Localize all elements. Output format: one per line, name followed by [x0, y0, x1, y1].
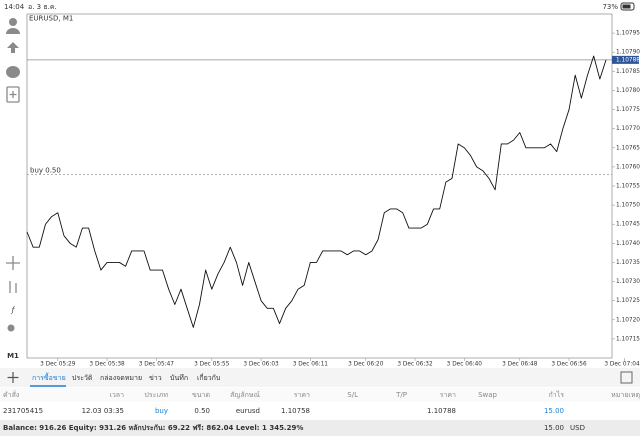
table-cell: 12.03 03:35 [82, 407, 124, 415]
table-cell: eurusd [236, 407, 260, 415]
table-cell: 1.10788 [427, 407, 456, 415]
tab[interactable]: การซื้อขาย [32, 371, 66, 382]
account-icon-body [6, 28, 20, 34]
trade-icon[interactable] [7, 42, 19, 53]
tab[interactable]: บันทึก [170, 373, 188, 382]
x-tick-label: 3 Dec 05:29 [40, 362, 76, 368]
y-tick-label: 1.10755 [616, 184, 640, 190]
footer-profit: 15.00 [544, 424, 564, 432]
x-tick-label: 3 Dec 06:03 [243, 362, 279, 368]
table-cell: 15.00 [544, 407, 564, 415]
column-header: ประเภท [144, 391, 168, 399]
new-order-icon[interactable] [6, 86, 20, 103]
y-tick-label: 1.10750 [616, 203, 640, 209]
tab[interactable]: เกี่ยวกับ [197, 373, 220, 382]
column-header: เวลา [109, 391, 124, 399]
table: คำสั่ง เวลา ประเภท ขนาด สัญลักษณ์ ราคา S/L T/P ร… [3, 390, 640, 415]
sidebar: ƒ M1 [6, 18, 20, 360]
column-header: กำไร [549, 390, 565, 399]
chat-icon[interactable] [6, 66, 20, 78]
y-tick-label: 1.10780 [616, 88, 640, 94]
footer [0, 420, 640, 436]
table-cell: 0.50 [194, 407, 210, 415]
footer-currency: USD [570, 424, 585, 432]
column-header: T/P [395, 391, 407, 399]
x-tick-label: 3 Dec 05:47 [139, 362, 175, 368]
y-tick-label: 1.10740 [616, 241, 640, 247]
timeframe[interactable]: M1 [7, 352, 19, 360]
y-tick-label: 1.10785 [616, 69, 640, 75]
function-icon[interactable]: ƒ [10, 306, 16, 314]
indicators-icon[interactable] [9, 281, 17, 293]
x-tick-label: 3 Dec 05:55 [194, 362, 230, 368]
bid-label: 1.10788 [616, 57, 640, 63]
battery-icon [620, 2, 635, 11]
layout-button[interactable] [620, 371, 633, 384]
tab[interactable]: ประวัติ [72, 374, 93, 382]
y-tick-label: 1.10735 [616, 260, 640, 266]
account-icon[interactable] [9, 18, 17, 26]
x-tick-label: 3 Dec 06:32 [397, 362, 433, 368]
add-button[interactable] [7, 372, 19, 383]
y-tick-label: 1.10745 [616, 222, 640, 228]
x-tick-label: 3 Dec 06:56 [551, 362, 587, 368]
chart-title: EURUSD, M1 [29, 15, 73, 23]
bid-label-box [612, 55, 639, 64]
y-tick-label: 1.10790 [616, 50, 640, 56]
tab[interactable]: กล่องจดหมาย [100, 374, 142, 382]
status-date: อ. 3 ธ.ค. [28, 3, 57, 11]
y-tick-label: 1.10760 [616, 164, 640, 170]
x-tick-label: 3 Dec 06:40 [447, 362, 483, 368]
objects-icon[interactable] [7, 324, 15, 332]
y-tick-label: 1.10730 [616, 279, 640, 285]
column-header: ขนาด [192, 391, 210, 399]
y-tick-label: 1.10770 [616, 126, 640, 132]
column-header: S/L [347, 391, 358, 399]
x-tick-label: 3 Dec 05:38 [89, 362, 125, 368]
x-tick-label: 3 Dec 06:48 [502, 362, 538, 368]
status-time: 14:04 [4, 3, 25, 11]
table-cell: buy [155, 407, 168, 415]
new-order-plus [9, 91, 17, 98]
chart: 1.10795 1.10790 1.10785 1.10780 1.10775 1.107… [26, 31, 640, 368]
price-line [26, 55, 607, 328]
y-tick-label: 1.10720 [616, 317, 640, 323]
tabs: การซื้อขาย ประวัติ กล่องจดหมาย ข่าว บันทึก เก… [30, 371, 220, 387]
y-tick-label: 1.10725 [616, 298, 640, 304]
y-tick-label: 1.10775 [616, 107, 640, 113]
battery-text: 73% [602, 3, 618, 11]
table-cell: 1.10758 [281, 407, 310, 415]
y-tick-label: 1.10715 [616, 336, 640, 342]
table-header [0, 388, 640, 402]
column-header: Swap [478, 391, 497, 399]
x-tick-label: 3 Dec 07:04 [604, 362, 640, 368]
column-header: ราคา [440, 391, 456, 399]
column-header: หมายเหตุ [611, 391, 640, 399]
table-cell: 231705415 [3, 407, 43, 415]
y-tick-label: 1.10765 [616, 145, 640, 151]
column-header: ราคา [294, 391, 310, 399]
plot-frame [26, 13, 613, 359]
account-summary: Balance: 916.26 Equity: 931.26 หลักประกั… [3, 424, 303, 432]
tab[interactable]: ข่าว [149, 374, 162, 382]
column-header: สัญลักษณ์ [230, 391, 260, 399]
crosshair-icon[interactable] [6, 256, 20, 270]
y-tick-label: 1.10795 [616, 31, 640, 37]
battery-level [622, 4, 631, 9]
x-tick-label: 3 Dec 06:11 [293, 362, 329, 368]
column-header: คำสั่ง [3, 390, 19, 399]
toolbar [0, 368, 640, 387]
order-label: buy 0.50 [30, 167, 61, 175]
x-tick-label: 3 Dec 06:20 [348, 362, 384, 368]
